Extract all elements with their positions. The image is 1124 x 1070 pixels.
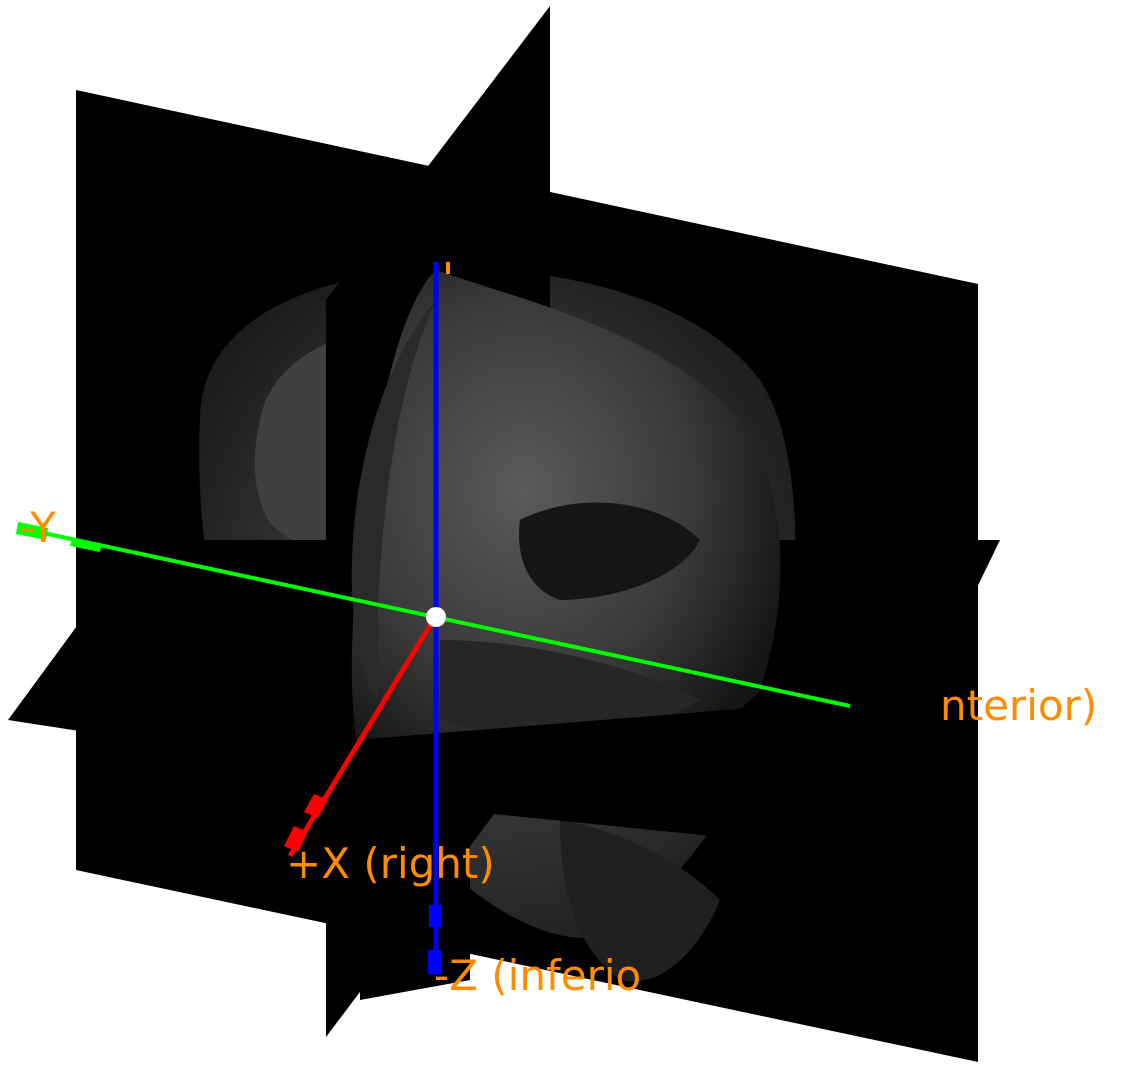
x-axis-label: +X (right) [286, 839, 495, 888]
axial-plane-front [355, 700, 850, 850]
x-axis-tick [304, 794, 328, 818]
y-axis-tick [70, 538, 102, 552]
z-axis-tick [429, 905, 441, 927]
y-axis-tip [16, 522, 48, 540]
coronal-brain-slice [351, 270, 781, 982]
origin-marker [426, 607, 446, 627]
z-axis-top-tick [446, 262, 450, 274]
z-axis-tip [428, 950, 442, 974]
x-axis-line [287, 620, 435, 858]
y-axis-label: -Y [20, 503, 56, 552]
y-axis-far-label: nterior) [940, 681, 1097, 730]
z-axis-label: -Z (inferio [434, 951, 641, 1000]
x-axis-tip [284, 826, 308, 852]
coronal-plane-lower [360, 800, 470, 1000]
